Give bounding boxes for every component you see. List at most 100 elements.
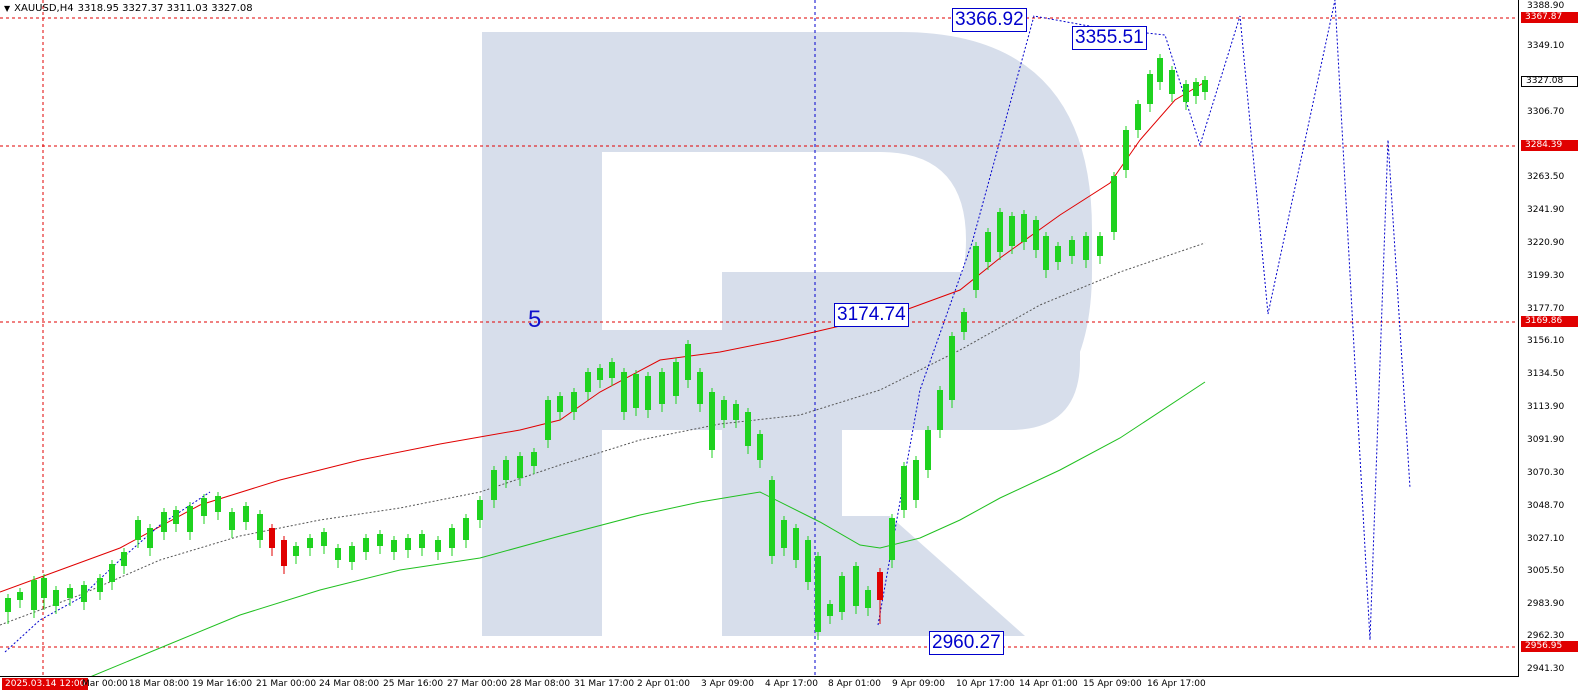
candle-body	[985, 232, 991, 262]
candle-body	[81, 585, 87, 602]
candle-body	[571, 392, 577, 412]
candle-body	[391, 540, 397, 552]
candle-body	[201, 498, 207, 516]
candle-body	[135, 520, 141, 540]
candle-body	[1183, 84, 1189, 102]
candle-body	[557, 396, 563, 412]
candle-body	[215, 496, 221, 512]
candle-body	[1147, 74, 1153, 104]
candle-body	[721, 400, 727, 420]
candle-body	[815, 556, 821, 632]
candle-body	[865, 590, 871, 608]
level-label-peak: 3355.51	[1072, 26, 1147, 50]
candle-body	[363, 538, 369, 552]
time-tick: 4 Apr 17:00	[765, 679, 818, 689]
candle-body	[349, 546, 355, 562]
price-badge-current: 3327.08	[1521, 76, 1578, 87]
candle-body	[161, 512, 167, 532]
candle-body	[173, 510, 179, 524]
candle-body	[901, 466, 907, 510]
candle-body	[997, 212, 1003, 252]
wave-label: 5	[528, 306, 542, 333]
candle-body	[1069, 240, 1075, 256]
candle-body	[805, 540, 811, 582]
candle-body	[1157, 58, 1163, 82]
candle-body	[109, 564, 115, 582]
candle-body	[839, 576, 845, 612]
candle-body	[961, 312, 967, 332]
candle-body	[419, 534, 425, 548]
price-plot[interactable]	[0, 0, 1520, 677]
candle-body	[41, 578, 47, 598]
candle-body	[659, 372, 665, 404]
price-tick: 3134.50	[1527, 369, 1565, 379]
plot-frame	[0, 0, 1519, 677]
moving-average-slow	[89, 381, 1206, 677]
candle-body	[709, 392, 715, 450]
candle-body	[1055, 246, 1061, 262]
price-tick: 3027.10	[1527, 534, 1565, 544]
candle-body	[685, 344, 691, 380]
price-tick: 3091.90	[1527, 435, 1565, 445]
moving-average-mid	[0, 242, 1206, 626]
candle-body	[733, 404, 739, 420]
candle-body	[17, 592, 23, 600]
level-label-mid: 3174.74	[834, 303, 909, 327]
time-tick: 2 Apr 01:00	[637, 679, 690, 689]
candle-body	[121, 552, 127, 566]
candle-body	[1009, 216, 1015, 246]
candle-body	[377, 534, 383, 546]
price-tick: 3388.90	[1527, 1, 1565, 11]
time-tick: 16 Apr 17:00	[1147, 679, 1206, 689]
ohlc-values: 3318.95 3327.37 3311.03 3327.08	[77, 3, 253, 14]
candle-body	[269, 528, 275, 548]
candle-body	[449, 528, 455, 548]
candle-body	[1193, 82, 1199, 96]
time-tick: 9 Apr 09:00	[892, 679, 945, 689]
candle-body	[229, 512, 235, 530]
time-tick: 8 Apr 01:00	[828, 679, 881, 689]
candle-body	[913, 460, 919, 500]
candle-body	[697, 372, 703, 404]
price-tick: 3177.70	[1527, 304, 1565, 314]
candle-body	[257, 514, 263, 540]
symbol-timeframe: XAUUSD,H4	[14, 3, 74, 14]
price-tick: 3070.30	[1527, 468, 1565, 478]
candle-body	[293, 546, 299, 556]
candle-body	[405, 538, 411, 550]
candle-body	[335, 548, 341, 560]
candle-body	[435, 540, 441, 552]
candle-body	[5, 598, 11, 612]
candle-body	[1097, 236, 1103, 256]
candle-body	[781, 520, 787, 548]
time-tick: 27 Mar 00:00	[447, 679, 508, 689]
candle-body	[477, 500, 483, 520]
price-badge-bottom-level: 2956.95	[1521, 641, 1578, 652]
time-tick: 24 Mar 08:00	[319, 679, 380, 689]
candle-body	[621, 372, 627, 412]
candle-body	[609, 362, 615, 378]
price-badge-top-level: 3367.87	[1521, 12, 1578, 23]
candle-body	[597, 368, 603, 380]
time-tick: 21 Mar 00:00	[256, 679, 317, 689]
price-tick: 3156.10	[1527, 336, 1565, 346]
time-tick: 15 Apr 09:00	[1083, 679, 1142, 689]
candle-body	[1169, 70, 1175, 94]
candle-body	[1123, 130, 1129, 170]
candle-body	[463, 518, 469, 540]
candle-body	[147, 528, 153, 548]
candle-body	[31, 580, 37, 610]
candle-body	[517, 456, 523, 478]
price-tick: 3199.30	[1527, 271, 1565, 281]
candle-body	[585, 372, 591, 392]
time-tick: 31 Mar 17:00	[574, 679, 635, 689]
candle-body	[757, 434, 763, 460]
candle-body	[97, 578, 103, 592]
candle-body	[1033, 220, 1039, 250]
dropdown-triangle-icon[interactable]: ▼	[4, 4, 11, 13]
price-tick: 3349.10	[1527, 41, 1565, 51]
candle-body	[793, 528, 799, 560]
price-tick: 3220.90	[1527, 238, 1565, 248]
price-tick: 3048.70	[1527, 501, 1565, 511]
